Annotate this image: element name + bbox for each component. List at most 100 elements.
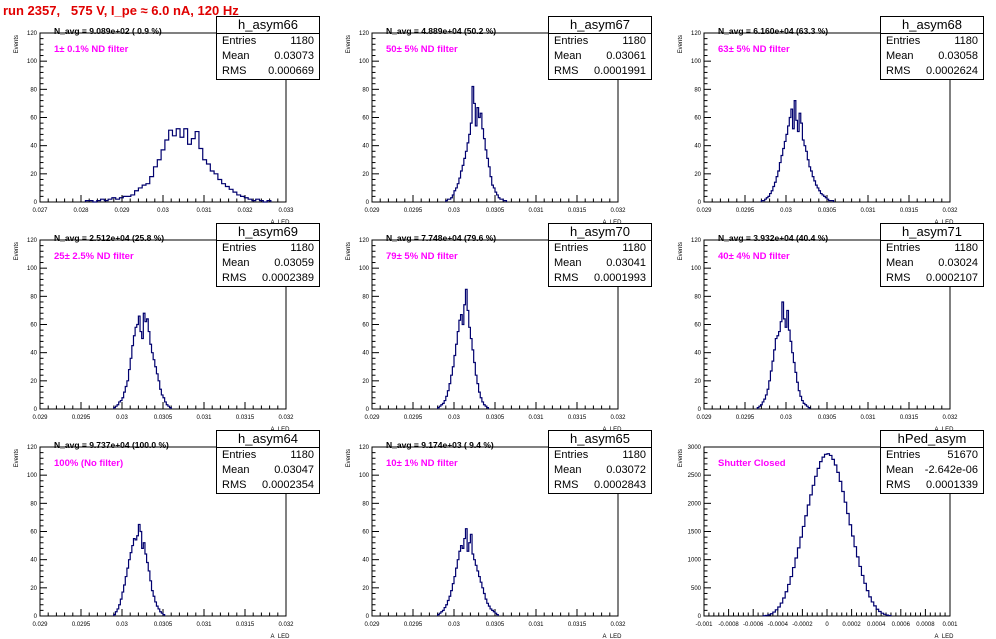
y-tick-label: 80 [30, 87, 37, 93]
y-tick-label: 0 [698, 407, 702, 413]
x-tick-label: 0.0004 [867, 622, 886, 628]
stat-label: Entries [554, 449, 589, 461]
y-tick-label: 40 [694, 351, 701, 357]
stats-title: h_asym69 [217, 224, 319, 241]
stat-value: 1180 [290, 449, 314, 461]
stat-label: RMS [886, 272, 911, 284]
x-tick-label: 0.0305 [486, 622, 505, 628]
x-tick-label: 0.03 [448, 208, 460, 214]
x-tick-label: 0.0315 [568, 415, 587, 421]
y-tick-label: 80 [362, 501, 369, 507]
x-tick-label: 0.031 [528, 622, 544, 628]
stat-value: 0.03058 [938, 50, 978, 62]
x-tick-label: 0.0315 [568, 208, 587, 214]
y-tick-label: 0 [698, 614, 702, 620]
stat-value: 1180 [290, 35, 314, 47]
y-tick-label: 0 [698, 200, 702, 206]
y-tick-label: 2000 [688, 501, 702, 507]
stat-value: 0.0001991 [594, 65, 646, 77]
x-tick-label: 0.032 [237, 208, 253, 214]
x-tick-label: 0.0295 [404, 208, 423, 214]
stats-box: hPed_asym Entries 51670 Mean -2.642e-06 RMS 0.… [880, 430, 984, 494]
stats-mean-row: Mean -2.642e-06 [881, 463, 983, 478]
x-tick-label: 0.031 [196, 415, 212, 421]
x-tick-label: 0.0295 [736, 208, 755, 214]
y-tick-label: 80 [362, 87, 369, 93]
stats-mean-row: Mean 0.03059 [217, 256, 319, 271]
stats-entries-row: Entries 1180 [549, 34, 651, 49]
x-tick-label: 0.03 [448, 415, 460, 421]
stats-rms-row: RMS 0.0002389 [217, 271, 319, 286]
x-tick-label: 0.033 [278, 208, 294, 214]
y-tick-label: 100 [27, 59, 38, 65]
y-tick-label: 60 [362, 530, 369, 536]
y-tick-label: 20 [362, 379, 369, 385]
x-tick-label: 0.029 [32, 415, 48, 421]
x-tick-label: 0.032 [942, 415, 958, 421]
x-tick-label: -0.0006 [743, 622, 764, 628]
x-tick-label: 0.0295 [72, 415, 91, 421]
run-title: run 2357, 575 V, I_pe ≈ 6.0 nA, 120 Hz [3, 3, 239, 18]
stats-box: h_asym64 Entries 1180 Mean 0.03047 RMS 0.00023… [216, 430, 320, 494]
filter-annotation: 79± 5% ND filter [386, 251, 458, 262]
y-tick-label: 80 [694, 294, 701, 300]
x-tick-label: 0.032 [942, 208, 958, 214]
y-tick-label: 40 [30, 558, 37, 564]
x-tick-label: 0.0295 [736, 415, 755, 421]
stats-entries-row: Entries 1180 [217, 448, 319, 463]
x-tick-label: 0.0315 [900, 415, 919, 421]
stat-label: Entries [554, 242, 589, 254]
y-tick-label: 1000 [688, 558, 702, 564]
x-tick-label: 0.03 [780, 208, 792, 214]
stat-value: 0.03047 [274, 464, 314, 476]
stats-mean-row: Mean 0.03061 [549, 49, 651, 64]
y-axis-label: Events [14, 242, 20, 260]
stats-mean-row: Mean 0.03073 [217, 49, 319, 64]
y-tick-label: 0 [34, 200, 38, 206]
stats-rms-row: RMS 0.0001993 [549, 271, 651, 286]
stat-label: Entries [222, 35, 257, 47]
y-tick-label: 40 [362, 351, 369, 357]
x-tick-label: 0.0002 [842, 622, 861, 628]
stat-value: 0.0002354 [262, 479, 314, 491]
x-tick-label: 0.031 [196, 622, 212, 628]
stats-title: h_asym68 [881, 17, 983, 34]
y-axis-label: Events [346, 242, 352, 260]
y-tick-label: 120 [359, 31, 370, 37]
x-axis-label: A_LED [934, 634, 954, 639]
navg-label: N_avg = 3.932e+04 (40.4 %) [718, 233, 828, 243]
y-tick-label: 120 [691, 238, 702, 244]
y-tick-label: 60 [362, 116, 369, 122]
y-tick-label: 20 [694, 172, 701, 178]
stats-entries-row: Entries 1180 [881, 34, 983, 49]
stats-entries-row: Entries 51670 [881, 448, 983, 463]
stat-label: Mean [554, 464, 582, 476]
y-tick-label: 120 [27, 31, 38, 37]
x-axis-label: A_LED [270, 634, 290, 639]
filter-annotation: 63± 5% ND filter [718, 44, 790, 55]
y-tick-label: 60 [694, 323, 701, 329]
y-tick-label: 0 [34, 407, 38, 413]
stat-label: Entries [222, 449, 257, 461]
y-tick-label: 20 [362, 586, 369, 592]
stat-value: 0.03041 [606, 257, 646, 269]
x-tick-label: 0.0305 [818, 415, 837, 421]
x-axis-label: A_LED [602, 634, 622, 639]
stats-title: h_asym71 [881, 224, 983, 241]
y-tick-label: 0 [34, 614, 38, 620]
y-tick-label: 120 [359, 445, 370, 451]
stat-value: 1180 [954, 35, 978, 47]
x-tick-label: 0.0305 [154, 415, 173, 421]
stats-rms-row: RMS 0.000669 [217, 64, 319, 79]
stats-box: h_asym70 Entries 1180 Mean 0.03041 RMS 0.00019… [548, 223, 652, 287]
y-tick-label: 100 [359, 473, 370, 479]
stat-label: Mean [222, 50, 250, 62]
navg-label: N_avg = 9.089e+02 ( 0.9 %) [54, 26, 162, 36]
filter-annotation: Shutter Closed [718, 458, 786, 469]
stat-value: 1180 [622, 35, 646, 47]
y-tick-label: 0 [366, 407, 370, 413]
histogram-line [113, 312, 172, 409]
stat-label: Entries [554, 35, 589, 47]
histogram-pad-hPed_asym: -0.001 -0.0008 -0.0006 -0.0004 -0.0002 0 0.000… [664, 430, 996, 639]
x-tick-label: 0.032 [610, 622, 626, 628]
